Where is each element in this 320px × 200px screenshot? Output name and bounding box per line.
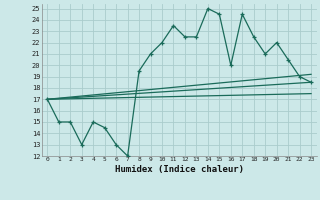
X-axis label: Humidex (Indice chaleur): Humidex (Indice chaleur) [115,165,244,174]
